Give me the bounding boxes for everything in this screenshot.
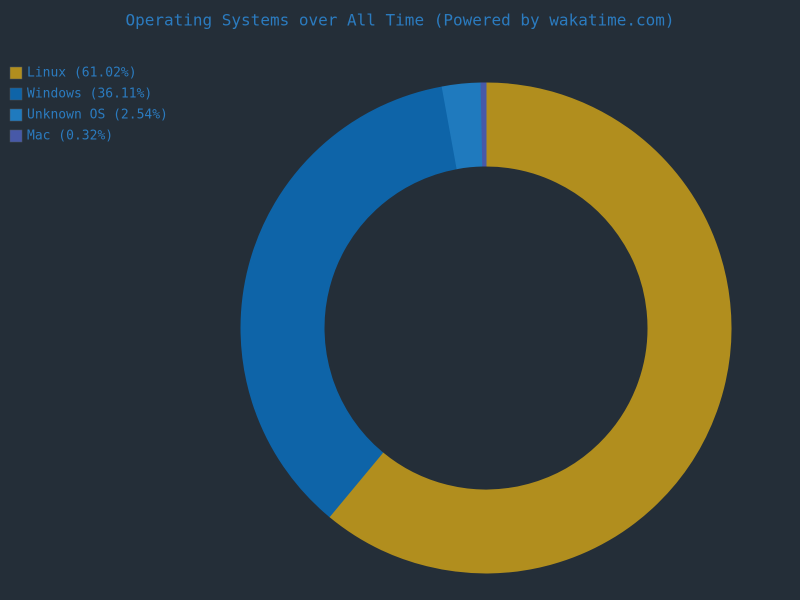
- legend-label: Linux (61.02%): [27, 66, 137, 81]
- legend-swatch: [9, 108, 23, 122]
- donut-slice: [240, 86, 458, 518]
- legend-label: Mac (0.32%): [27, 129, 113, 144]
- donut-slice: [480, 82, 487, 167]
- chart-title: Operating Systems over All Time (Powered…: [125, 11, 674, 30]
- legend-label: Unknown OS (2.54%): [27, 108, 168, 123]
- legend-label: Windows (36.11%): [27, 87, 152, 102]
- legend-swatch: [9, 129, 23, 143]
- legend-swatch: [9, 87, 23, 101]
- legend-swatch: [9, 66, 23, 80]
- donut-slice: [328, 82, 732, 574]
